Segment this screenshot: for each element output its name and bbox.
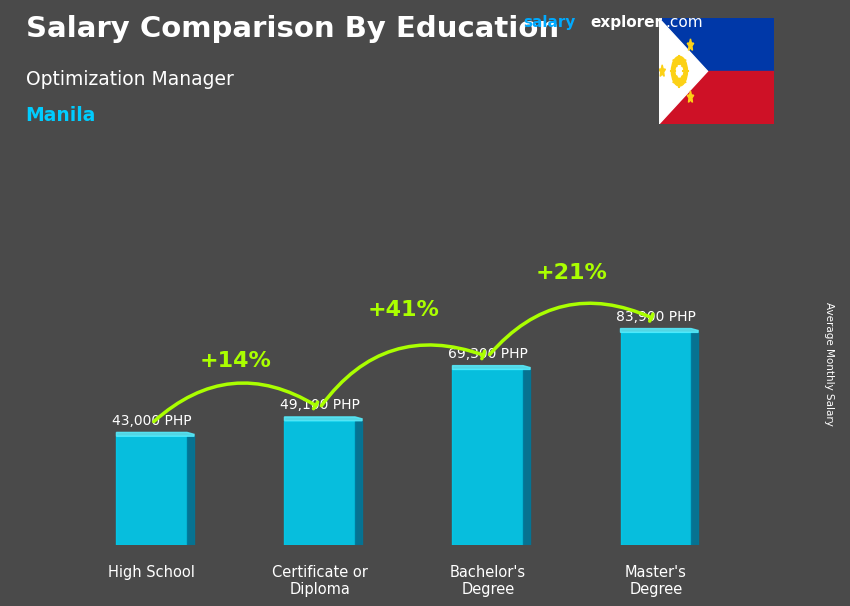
Text: Master's
Degree: Master's Degree (625, 565, 687, 597)
Bar (659, 72, 774, 124)
Text: .com: .com (666, 15, 703, 30)
Text: 83,900 PHP: 83,900 PHP (616, 310, 695, 324)
Polygon shape (687, 91, 694, 102)
Polygon shape (452, 365, 530, 370)
Bar (523, 370, 530, 545)
Circle shape (672, 56, 688, 86)
Text: Optimization Manager: Optimization Manager (26, 70, 234, 88)
Bar (187, 436, 194, 545)
Text: Manila: Manila (26, 106, 96, 125)
Text: 49,100 PHP: 49,100 PHP (280, 398, 360, 412)
Circle shape (677, 65, 683, 77)
Text: High School: High School (108, 565, 196, 579)
Text: 69,300 PHP: 69,300 PHP (448, 347, 528, 361)
Bar (691, 332, 698, 545)
Text: Salary Comparison By Education: Salary Comparison By Education (26, 15, 558, 43)
Polygon shape (659, 65, 666, 76)
Bar (620, 332, 691, 545)
Text: 43,000 PHP: 43,000 PHP (112, 414, 191, 428)
Bar (285, 421, 355, 545)
Polygon shape (620, 328, 698, 332)
Polygon shape (687, 39, 694, 50)
Text: +14%: +14% (200, 351, 272, 371)
Text: Certificate or
Diploma: Certificate or Diploma (272, 565, 368, 597)
Polygon shape (116, 433, 194, 436)
Text: Bachelor's
Degree: Bachelor's Degree (450, 565, 526, 597)
Bar (355, 421, 362, 545)
Bar (452, 370, 523, 545)
Bar (659, 18, 774, 72)
Text: explorer: explorer (591, 15, 663, 30)
Text: salary: salary (523, 15, 575, 30)
Bar (116, 436, 187, 545)
Text: Average Monthly Salary: Average Monthly Salary (824, 302, 834, 425)
Text: +21%: +21% (536, 263, 608, 283)
Polygon shape (659, 18, 707, 124)
Text: +41%: +41% (368, 300, 439, 320)
Polygon shape (285, 417, 362, 421)
